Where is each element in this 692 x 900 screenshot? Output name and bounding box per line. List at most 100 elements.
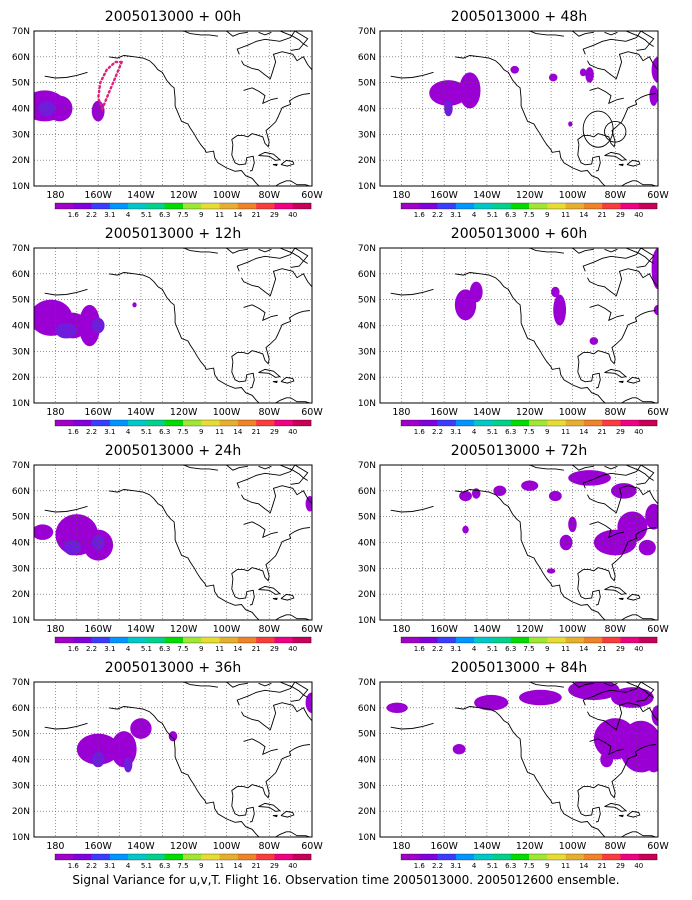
coastline [572,682,594,688]
variance-region [638,539,656,556]
colorbar-segment [455,637,475,643]
variance-region [76,733,120,765]
coastline [390,505,434,513]
lon-label: 160W [84,407,112,418]
island-outline [258,368,281,378]
coastline [236,682,309,706]
lat-label: 40N [12,539,30,549]
lat-label: 40N [358,105,376,115]
colorbar-label: 3.1 [104,211,115,219]
variance-region [168,731,178,742]
coastline [226,682,248,688]
colorbar-label: 1.6 [68,428,80,436]
island-outline [280,159,295,167]
colorbar-segment [55,854,74,860]
colorbar-label: 3.1 [450,428,461,436]
panel-36h: 2005013000 + 36h 70N 60N 50N 40N 30N 20N 10N 18… [0,659,346,876]
lon-label: 100W [213,624,241,635]
colorbar-label: 3.1 [104,645,115,653]
coastline [258,465,272,470]
lon-label: 180 [46,190,64,201]
coastline [577,361,601,389]
panel-12h: 2005013000 + 12h 70N 60N 50N 40N 30N 20N 10N 18… [0,225,346,442]
map-panel: 70N 60N 50N 40N 30N 20N 10N 180 160W 140W 120W 100W… [12,678,324,870]
variance-region [553,294,567,326]
variance-region [645,503,658,530]
colorbar-segment [237,854,257,860]
lon-label: 100W [559,190,587,201]
variance-core-region [444,100,453,117]
colorbar-segment [219,854,239,860]
lat-label: 20N [358,373,376,383]
variance-region [132,302,137,308]
variance-region [579,68,587,77]
coastline [226,465,248,471]
colorbar-segment [256,637,275,643]
variance-region [617,511,648,543]
colorbar-segment [401,854,420,860]
variance-region [305,496,312,512]
colorbar-segment [583,420,603,426]
colorbar-label: 11 [215,645,224,653]
variance-core-region [123,756,133,773]
colorbar-segment [492,203,512,209]
colorbar-label: 9 [199,211,203,219]
colorbar-segment [492,854,512,860]
panel-title: 2005013000 + 24h [104,443,242,459]
lat-label: 30N [12,781,30,791]
map-panel: 70N 60N 50N 40N 30N 20N 10N 180 160W 140W 120W 100W… [12,244,324,436]
colorbar-label: 11 [561,428,570,436]
colorbar-segment [474,203,493,209]
coastline [587,702,658,734]
coastline [108,706,311,837]
colorbar-label: 2.2 [86,645,97,653]
coastline [625,465,654,481]
colorbar-segment [256,203,275,209]
panel-24h: 2005013000 + 24h 70N 60N 50N 40N 30N 20N 10N 18… [0,442,346,659]
colorbar-segment [529,203,548,209]
variance-core-region [55,322,77,339]
island-outline [604,802,627,812]
colorbar-segment [419,203,438,209]
panel-00h: 2005013000 + 00h 70N 60N 50N 40N 30N 20N 10N 18… [0,8,346,225]
map-content [380,31,658,186]
colorbar-segment [547,854,566,860]
colorbar-frame [400,636,658,644]
colorbar-frame [54,202,312,210]
coastline [236,31,309,55]
coastline [577,795,601,823]
colorbar-segment [73,420,92,426]
lon-label: 80W [604,190,626,201]
map-frame [379,681,659,838]
coastline [108,272,311,403]
colorbar-label: 21 [598,428,607,436]
lon-label: 80W [604,624,626,635]
colorbar-label: 1.6 [414,645,426,653]
colorbar-label: 40 [634,428,643,436]
lat-label: 30N [12,130,30,140]
island-outline [618,163,624,167]
colorbar-label: 6.3 [159,645,170,653]
colorbar-label: 7.5 [523,645,534,653]
panel-60h: 2005013000 + 60h 70N 60N 50N 40N 30N 20N 10N 18… [346,225,692,442]
coastline [529,248,564,254]
colorbar-segment [547,637,566,643]
variance-region [551,286,560,298]
lat-label: 10N [12,833,30,843]
colorbar-label: 5.1 [487,862,498,870]
colorbar-label: 6.3 [505,645,516,653]
colorbar-segment [183,420,202,426]
colorbar-label: 14 [233,862,242,870]
map-frame [379,247,659,404]
coastline [243,304,278,322]
lon-label: 180 [46,407,64,418]
coastline [241,268,312,300]
colorbar-segment [274,854,294,860]
coastline [44,288,88,296]
lon-label: 140W [473,190,501,201]
lat-label: 40N [12,756,30,766]
coastline [258,31,272,36]
coastline [587,51,658,83]
lat-label: 30N [358,130,376,140]
colorbar-segment [547,420,566,426]
